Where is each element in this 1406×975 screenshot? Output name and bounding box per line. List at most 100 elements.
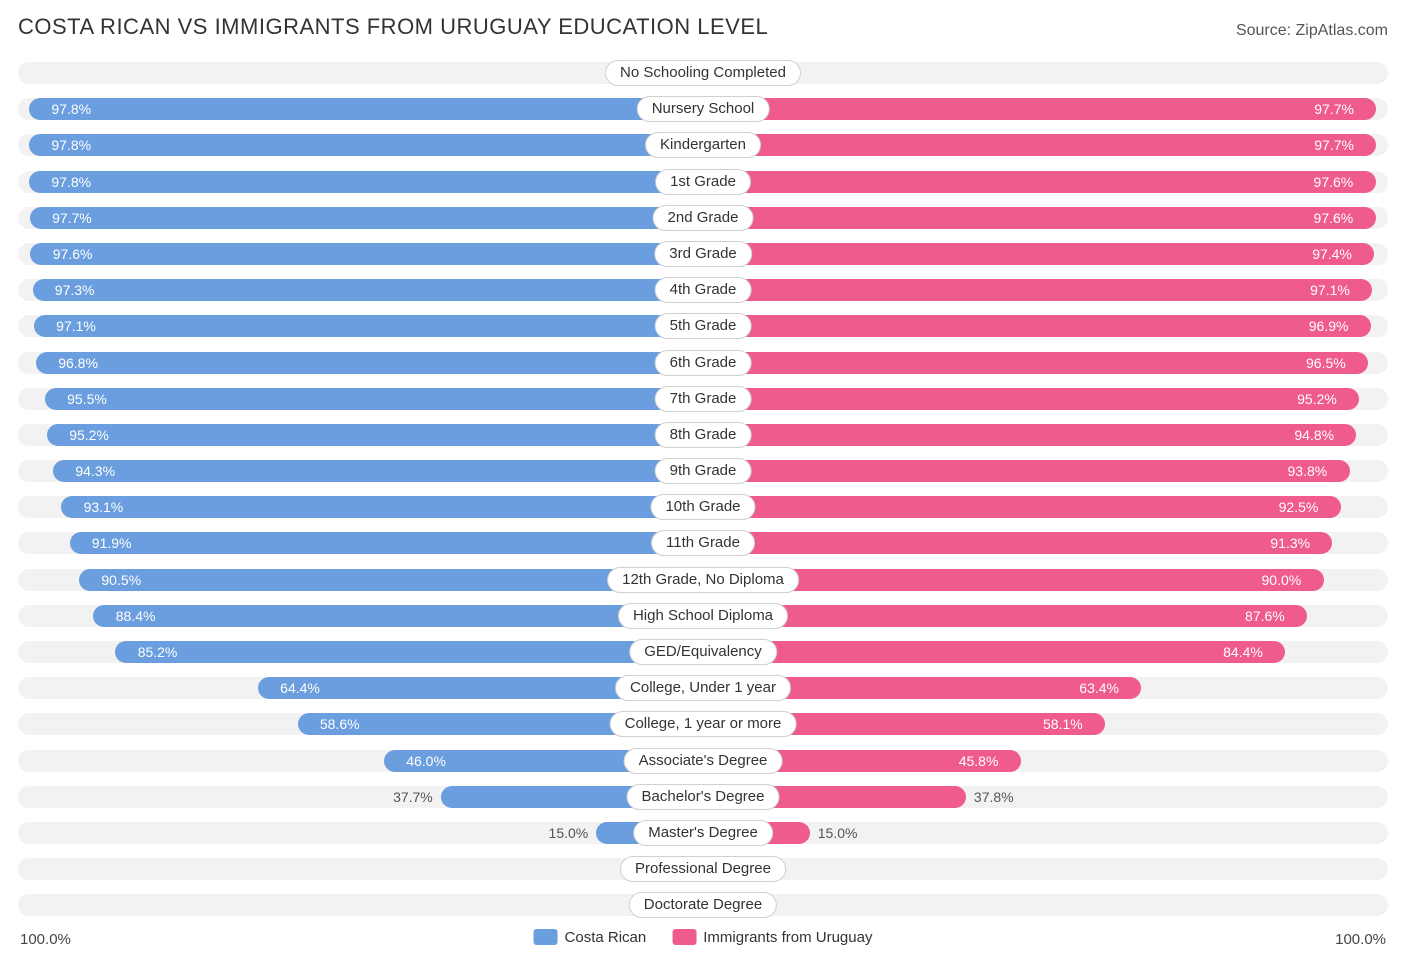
source-name: ZipAtlas.com: [1296, 22, 1388, 39]
value-right: 97.6%: [1314, 171, 1354, 193]
axis-max-right: 100.0%: [1335, 931, 1386, 948]
source-label: Source:: [1236, 22, 1291, 39]
legend-label-left: Costa Rican: [565, 929, 647, 946]
value-left: 97.1%: [56, 315, 96, 337]
bar-right: [707, 424, 1356, 446]
chart-rows: 2.2%2.3%No Schooling Completed 97.8%97.7%…: [18, 58, 1388, 920]
value-right: 63.4%: [1079, 677, 1119, 699]
bar-right: [707, 605, 1307, 627]
value-right: 45.8%: [959, 750, 999, 772]
category-label: 3rd Grade: [654, 241, 752, 267]
value-right: 96.9%: [1309, 315, 1349, 337]
chart-row: 97.3%97.1%4th Grade: [18, 275, 1388, 305]
chart-legend: Costa Rican Immigrants from Uruguay: [534, 929, 873, 946]
category-label: Associate's Degree: [624, 748, 783, 774]
chart-row: 2.2%2.3%No Schooling Completed: [18, 58, 1388, 88]
track-left: [18, 894, 699, 916]
bar-left: [53, 460, 699, 482]
chart-source: Source: ZipAtlas.com: [1236, 22, 1388, 40]
value-right: 58.1%: [1043, 713, 1083, 735]
category-label: Master's Degree: [633, 820, 773, 846]
bar-right: [707, 315, 1371, 337]
bar-left: [115, 641, 699, 663]
bar-left: [79, 569, 699, 591]
bar-left: [29, 171, 699, 193]
category-label: 6th Grade: [655, 350, 752, 376]
category-label: 10th Grade: [650, 494, 755, 520]
value-left: 64.4%: [280, 677, 320, 699]
category-label: Professional Degree: [620, 856, 786, 882]
value-left: 95.5%: [67, 388, 107, 410]
category-label: 1st Grade: [655, 169, 751, 195]
chart-row: 96.8%96.5%6th Grade: [18, 348, 1388, 378]
bar-left: [30, 243, 699, 265]
chart-row: 97.8%97.7%Kindergarten: [18, 130, 1388, 160]
category-label: High School Diploma: [618, 603, 788, 629]
value-right: 15.0%: [818, 822, 858, 844]
chart-row: 4.5%4.6%Professional Degree: [18, 854, 1388, 884]
legend-item-right: Immigrants from Uruguay: [672, 929, 872, 946]
value-left: 93.1%: [84, 496, 124, 518]
track-left: [18, 858, 699, 880]
chart-row: 97.8%97.6%1st Grade: [18, 167, 1388, 197]
value-right: 95.2%: [1297, 388, 1337, 410]
bar-left: [34, 315, 699, 337]
legend-swatch-right: [672, 929, 696, 945]
bar-left: [29, 98, 699, 120]
value-right: 96.5%: [1306, 352, 1346, 374]
value-right: 97.6%: [1314, 207, 1354, 229]
value-right: 93.8%: [1288, 460, 1328, 482]
value-right: 91.3%: [1270, 532, 1310, 554]
bar-left: [47, 424, 699, 446]
chart-row: 15.0% 15.0% Master's Degree: [18, 818, 1388, 848]
chart-row: 90.5%90.0%12th Grade, No Diploma: [18, 565, 1388, 595]
bar-right: [707, 388, 1359, 410]
bar-right: [707, 352, 1368, 374]
chart-title: COSTA RICAN VS IMMIGRANTS FROM URUGUAY E…: [18, 14, 768, 40]
chart-row: 58.6%58.1%College, 1 year or more: [18, 709, 1388, 739]
value-right: 87.6%: [1245, 605, 1285, 627]
value-right: 92.5%: [1279, 496, 1319, 518]
value-left: 91.9%: [92, 532, 132, 554]
chart-row: 1.8%1.7%Doctorate Degree: [18, 890, 1388, 920]
chart-row: 46.0%45.8%Associate's Degree: [18, 746, 1388, 776]
category-label: 2nd Grade: [653, 205, 754, 231]
bar-left: [93, 605, 699, 627]
bar-left: [30, 207, 699, 229]
value-right: 84.4%: [1223, 641, 1263, 663]
value-left: 15.0%: [549, 822, 589, 844]
chart-row: 95.2%94.8%8th Grade: [18, 420, 1388, 450]
bar-right: [707, 98, 1376, 120]
chart-row: 97.7%97.6%2nd Grade: [18, 203, 1388, 233]
category-label: No Schooling Completed: [605, 60, 801, 86]
track-right: [707, 894, 1388, 916]
category-label: GED/Equivalency: [629, 639, 777, 665]
chart-row: 64.4%63.4%College, Under 1 year: [18, 673, 1388, 703]
value-left: 88.4%: [116, 605, 156, 627]
chart-row: 91.9% 91.3% 11th Grade: [18, 528, 1388, 558]
bar-right: [707, 496, 1341, 518]
chart-row: 93.1% 92.5% 10th Grade: [18, 492, 1388, 522]
bar-right: [707, 279, 1372, 301]
category-label: 4th Grade: [655, 277, 752, 303]
value-left: 37.7%: [393, 786, 433, 808]
value-left: 94.3%: [75, 460, 115, 482]
legend-swatch-left: [534, 929, 558, 945]
category-label: 12th Grade, No Diploma: [607, 567, 799, 593]
bar-right: [707, 134, 1376, 156]
track-left: [18, 62, 699, 84]
axis-max-left: 100.0%: [20, 931, 71, 948]
category-label: Bachelor's Degree: [627, 784, 780, 810]
category-label: Doctorate Degree: [629, 892, 777, 918]
value-left: 90.5%: [101, 569, 141, 591]
value-left: 95.2%: [69, 424, 109, 446]
value-left: 97.8%: [51, 134, 91, 156]
track-right: [707, 858, 1388, 880]
category-label: 8th Grade: [655, 422, 752, 448]
bar-right: [707, 207, 1376, 229]
bar-right: [707, 641, 1285, 663]
bar-left: [33, 279, 700, 301]
category-label: Nursery School: [637, 96, 770, 122]
category-label: 11th Grade: [651, 530, 755, 556]
value-left: 58.6%: [320, 713, 360, 735]
